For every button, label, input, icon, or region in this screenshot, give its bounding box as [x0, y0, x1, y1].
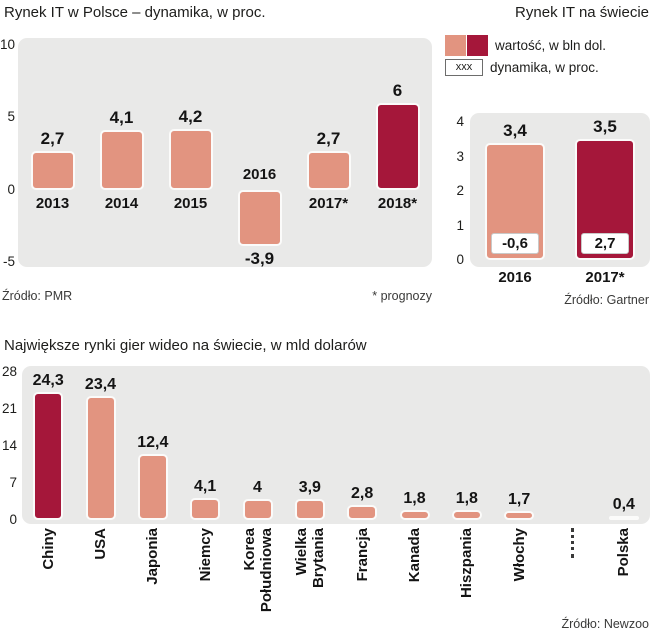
category-label: Niemcy: [196, 528, 214, 582]
value-swatch-red-icon: [467, 35, 488, 56]
value-swatch-salmon-icon: [445, 35, 466, 56]
y-tick-label: 28: [1, 364, 17, 379]
category-label: Japonia: [144, 528, 162, 585]
y-tick-label: 7: [9, 475, 17, 490]
legend-value-row: wartość, w bln dol.: [445, 35, 606, 56]
chart-title: Rynek IT na świecie: [515, 4, 649, 21]
y-tick-label: 4: [456, 114, 464, 129]
y-tick-label: 0: [7, 181, 15, 197]
plot-area: [18, 38, 432, 267]
y-tick-label: -5: [2, 254, 15, 269]
y-tick-label: 2: [456, 183, 464, 198]
chart-title: Rynek IT w Polsce – dynamika, w proc.: [4, 4, 266, 21]
category-label: Chiny: [39, 528, 57, 570]
category-label: 2017*: [585, 269, 625, 286]
plot-area: [22, 366, 650, 524]
forecast-footnote: * prognozy: [372, 289, 432, 303]
dynamics-sample-box: xxx: [445, 59, 483, 76]
legend-dynamics-row: xxx dynamika, w proc.: [445, 59, 606, 76]
y-tick-label: 0: [456, 252, 464, 267]
y-tick-label: 3: [456, 148, 464, 164]
category-label: Wielka Brytania: [292, 528, 327, 589]
category-label: 2016: [498, 269, 532, 286]
category-label: USA: [92, 528, 109, 560]
legend-dynamics-label: dynamika, w proc.: [490, 60, 599, 75]
legend-value-label: wartość, w bln dol.: [495, 38, 607, 53]
legend: wartość, w bln dol. xxx dynamika, w proc…: [445, 35, 606, 79]
y-tick-label: 1: [456, 217, 464, 233]
y-tick-label: 14: [1, 438, 17, 453]
category-label: Korea Południowa: [240, 528, 275, 613]
category-label: Francja: [353, 528, 371, 582]
category-label: Kanada: [406, 528, 423, 583]
y-tick-label: 5: [7, 109, 15, 125]
category-label: Włochy: [510, 528, 528, 582]
category-label: Hiszpania: [458, 528, 476, 599]
y-tick-label: 10: [0, 37, 16, 52]
y-tick-label: 21: [1, 401, 17, 416]
ellipsis-separator-icon: [570, 528, 574, 558]
plot-area: [470, 113, 650, 267]
category-label: Polska: [615, 528, 633, 577]
source-note: Źródło: PMR: [2, 289, 73, 303]
chart-title: Największe rynki gier wideo na świecie, …: [4, 337, 367, 354]
y-tick-label: 0: [9, 512, 17, 527]
source-note: Źródło: Gartner: [564, 293, 649, 307]
source-note: Źródło: Newzoo: [561, 617, 649, 631]
